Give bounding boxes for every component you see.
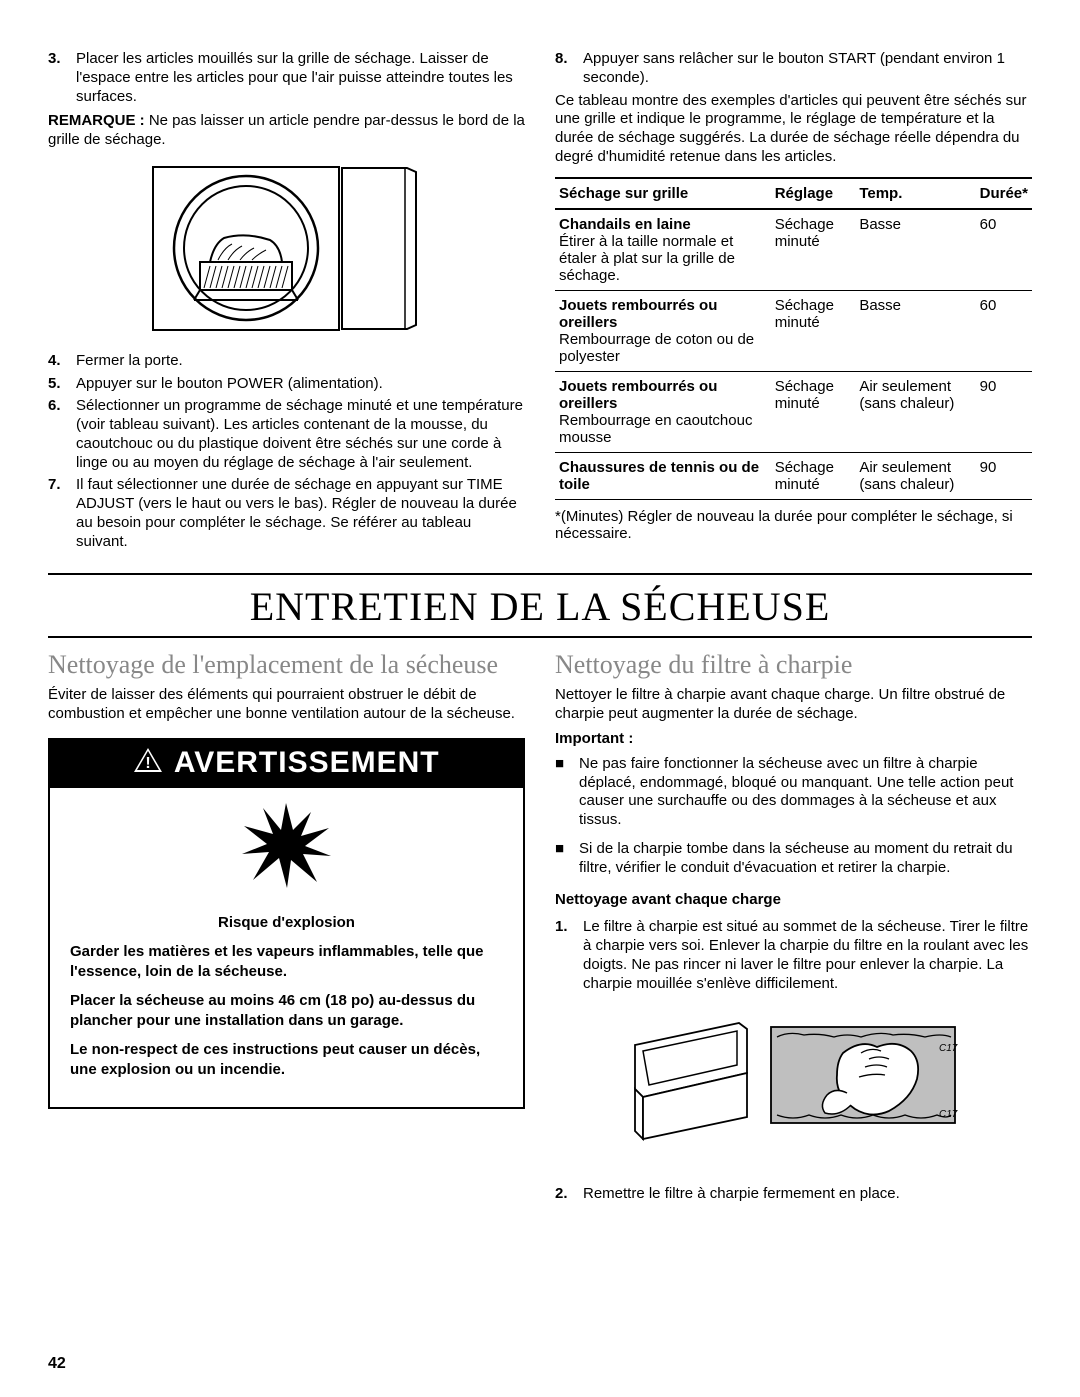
step-num: 1. xyxy=(555,918,583,993)
bullet-icon: ■ xyxy=(555,840,579,878)
lint-filter-figure: C17 C17 xyxy=(555,1009,1032,1169)
step-num: 5. xyxy=(48,375,76,394)
svg-text:C17: C17 xyxy=(939,1043,958,1054)
svg-text:!: ! xyxy=(146,755,151,772)
step-text: Le filtre à charpie est situé au sommet … xyxy=(583,918,1032,993)
section-divider xyxy=(48,636,1032,638)
step-text: Appuyer sans relâcher sur le bouton STAR… xyxy=(583,50,1032,88)
step-num: 6. xyxy=(48,397,76,472)
dryer-rack-figure xyxy=(48,166,525,336)
step-text: Placer les articles mouillés sur la gril… xyxy=(76,50,525,106)
step-num: 4. xyxy=(48,352,76,371)
paragraph: Éviter de laisser des éléments qui pourr… xyxy=(48,686,525,724)
th: Séchage sur grille xyxy=(555,178,771,209)
step-text: Sélectionner un programme de séchage min… xyxy=(76,397,525,472)
section-divider xyxy=(48,573,1032,575)
warning-triangle-icon: ! xyxy=(133,747,163,778)
step-num: 8. xyxy=(555,50,583,88)
explosion-icon xyxy=(50,788,523,903)
step-num: 3. xyxy=(48,50,76,106)
warning-box: ! AVERTISSEMENT Risque d'explosion Garde… xyxy=(48,738,525,1110)
step-text: Remettre le filtre à charpie fermement e… xyxy=(583,1185,900,1204)
table-intro: Ce tableau montre des exemples d'article… xyxy=(555,92,1032,167)
th: Temp. xyxy=(855,178,975,209)
table-footnote: *(Minutes) Régler de nouveau la durée po… xyxy=(555,508,1032,542)
step-text: Appuyer sur le bouton POWER (alimentatio… xyxy=(76,375,383,394)
paragraph: Nettoyer le filtre à charpie avant chaqu… xyxy=(555,686,1032,724)
step-text: Il faut sélectionner une durée de séchag… xyxy=(76,476,525,551)
subsection-heading: Nettoyage du filtre à charpie xyxy=(555,650,1032,680)
th: Réglage xyxy=(771,178,856,209)
step-num: 7. xyxy=(48,476,76,551)
bullet-text: Ne pas faire fonctionner la sécheuse ave… xyxy=(579,755,1032,830)
warning-header: ! AVERTISSEMENT xyxy=(50,740,523,788)
section-title: ENTRETIEN DE LA SÉCHEUSE xyxy=(48,583,1032,630)
subsection-heading: Nettoyage de l'emplacement de la sécheus… xyxy=(48,650,525,680)
warning-title: AVERTISSEMENT xyxy=(174,746,440,779)
th: Durée* xyxy=(976,178,1032,209)
bullet-text: Si de la charpie tombe dans la sécheuse … xyxy=(579,840,1032,878)
remark: REMARQUE : Ne pas laisser un article pen… xyxy=(48,112,525,150)
bullet-icon: ■ xyxy=(555,755,579,830)
important-label: Important : xyxy=(555,730,1032,747)
sub-heading: Nettoyage avant chaque charge xyxy=(555,891,1032,908)
step-num: 2. xyxy=(555,1185,583,1204)
page-number: 42 xyxy=(48,1355,66,1373)
warning-body: Risque d'explosion Garder les matières e… xyxy=(50,913,523,1108)
drying-table: Séchage sur grille Réglage Temp. Durée* … xyxy=(555,177,1032,500)
svg-text:C17: C17 xyxy=(939,1109,958,1120)
step-text: Fermer la porte. xyxy=(76,352,183,371)
